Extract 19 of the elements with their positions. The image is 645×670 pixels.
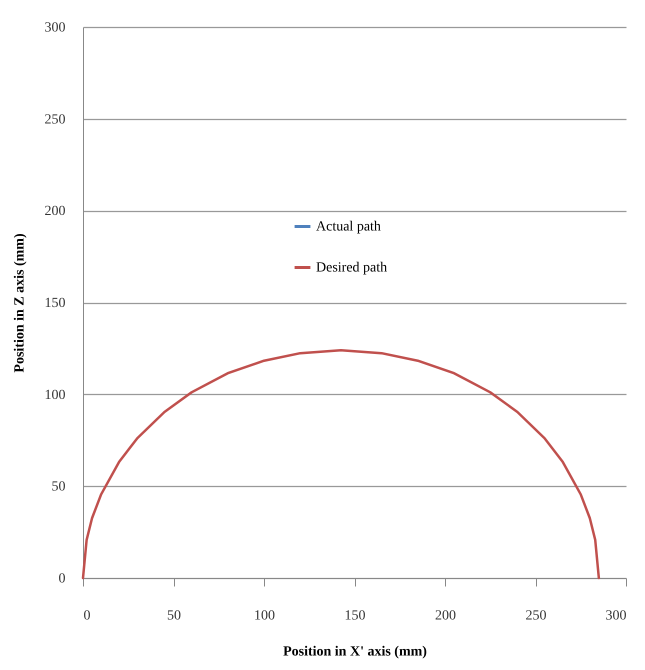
y-tick-label: 300: [44, 20, 66, 36]
legend-label: Desired path: [316, 260, 388, 276]
x-tick-label: 250: [526, 608, 546, 624]
y-tick-label: 150: [44, 296, 66, 311]
x-tick-label: 50: [167, 608, 181, 624]
x-tick-label: 150: [344, 608, 366, 624]
legend-label: Actual path: [316, 220, 381, 234]
x-tick-label: 100: [254, 608, 275, 624]
x-axis-title: Position in X' axis (mm): [283, 644, 428, 660]
line-series: [82, 349, 600, 580]
y-axis-title: Position in Z axis (mm): [12, 233, 28, 373]
x-tick-label: 300: [606, 608, 626, 624]
y-tick-label: 0: [58, 572, 66, 586]
x-tick-label: 200: [435, 608, 456, 624]
y-tick-label: 100: [44, 388, 66, 403]
y-tick-label: 200: [44, 204, 66, 220]
x-tick-label: 0: [84, 608, 90, 624]
y-tick-label: 250: [44, 112, 66, 128]
y-tick-label: 50: [52, 480, 66, 495]
